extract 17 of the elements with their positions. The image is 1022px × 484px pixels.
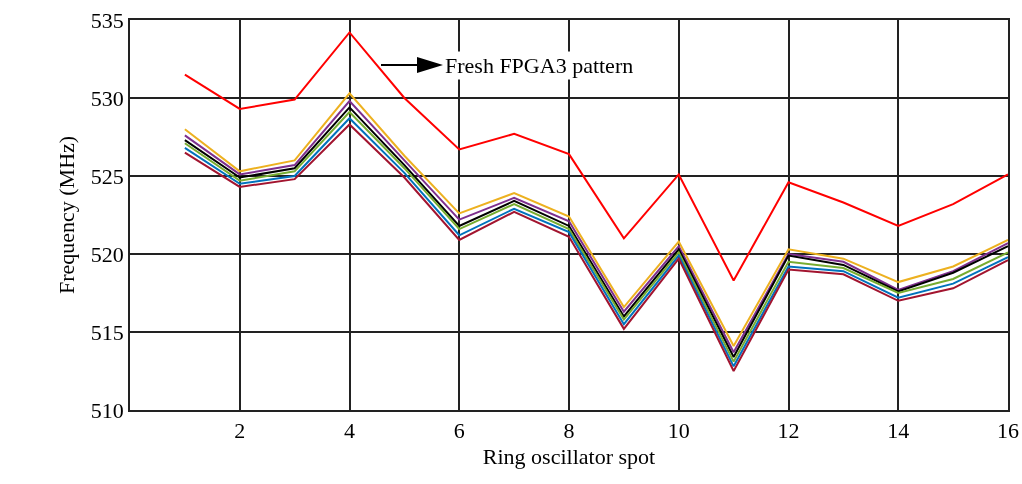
x-tick-label: 6 [453, 418, 465, 444]
y-tick-label: 530 [90, 85, 124, 111]
y-tick-label: 515 [90, 319, 124, 345]
y-tick-label: 525 [90, 163, 124, 189]
x-tick-label: 14 [887, 418, 910, 444]
x-axis-title: Ring oscillator spot [482, 443, 656, 469]
y-axis-title: Frequency (MHz) [54, 135, 80, 295]
y-tick-label: 510 [90, 397, 124, 423]
annotation: Fresh FPGA3 pattern [445, 53, 634, 78]
x-tick-label: 4 [344, 418, 355, 444]
x-tick-label: 16 [997, 418, 1019, 444]
y-tick-label: 520 [90, 241, 124, 267]
x-tick-label: 10 [667, 418, 690, 444]
x-tick-label: 2 [234, 418, 246, 444]
y-tick-label: 535 [90, 7, 124, 33]
x-tick-label: 8 [563, 418, 575, 444]
x-tick-label: 12 [777, 418, 800, 444]
